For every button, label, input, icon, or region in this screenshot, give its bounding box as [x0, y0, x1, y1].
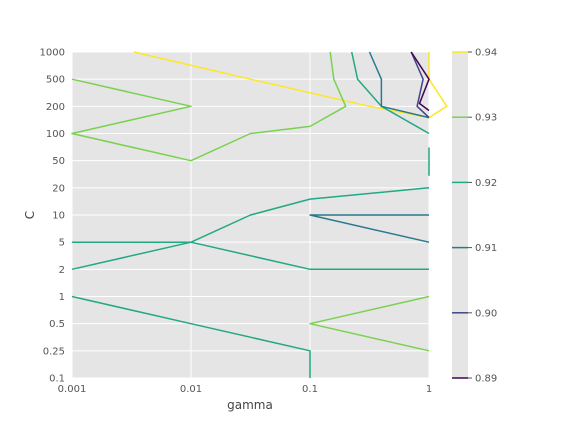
- contour-line-0_9: [410, 51, 430, 119]
- y-tick-label: 200: [46, 102, 65, 113]
- y-tick-label: 1: [59, 292, 65, 303]
- x-tick-label: 1: [426, 384, 432, 395]
- x-tick-label: 0.001: [58, 384, 87, 395]
- x-tick-labels: 0.001 0.01 0.1 1: [58, 384, 433, 395]
- y-tick-label: 20: [52, 183, 65, 194]
- y-tick-label: 5: [59, 238, 65, 249]
- y-tick-label: 1000: [40, 48, 65, 59]
- contour-line-0_89: [410, 51, 430, 112]
- x-tick-label: 0.1: [302, 384, 318, 395]
- colorbar-tick-label: 0.93: [475, 113, 497, 124]
- colorbar-tick-label: 0.92: [475, 178, 497, 189]
- y-tick-label: 500: [46, 75, 65, 86]
- contour-line-0_92: [72, 187, 430, 243]
- y-axis-label: C: [23, 211, 37, 219]
- contour-line-0_91: [309, 214, 430, 243]
- x-tick-label: 0.01: [180, 384, 202, 395]
- x-axis-label: gamma: [227, 398, 273, 412]
- colorbar: 0.89 0.90 0.91 0.92 0.93 0.94: [452, 48, 497, 385]
- colorbar-tick-label: 0.90: [475, 308, 497, 319]
- contour-line-0_93: [309, 295, 430, 352]
- y-tick-label: 0.1: [49, 374, 65, 385]
- y-tick-label: 0.5: [49, 319, 65, 330]
- contour-line-0_93: [71, 51, 347, 162]
- colorbar-background: [452, 52, 468, 378]
- colorbar-tick-label: 0.94: [475, 48, 497, 59]
- contour-line-0_91: [368, 51, 430, 119]
- y-tick-label: 10: [52, 211, 65, 222]
- contour-line-0_92: [350, 51, 430, 135]
- y-tick-label: 100: [46, 129, 65, 140]
- y-tick-labels: 0.1 0.25 0.5 1 2 5 10 20 50 100 200 500 1000: [40, 48, 65, 385]
- y-tick-label: 50: [52, 156, 65, 167]
- y-tick-label: 2: [59, 265, 65, 276]
- contour-line-0_92: [71, 241, 429, 271]
- contour-line-0_92: [71, 295, 311, 378]
- colorbar-tick-label: 0.91: [475, 243, 497, 254]
- y-tick-label: 0.25: [43, 346, 65, 357]
- contour-lines: [71, 51, 448, 378]
- colorbar-tick-label: 0.89: [475, 374, 497, 385]
